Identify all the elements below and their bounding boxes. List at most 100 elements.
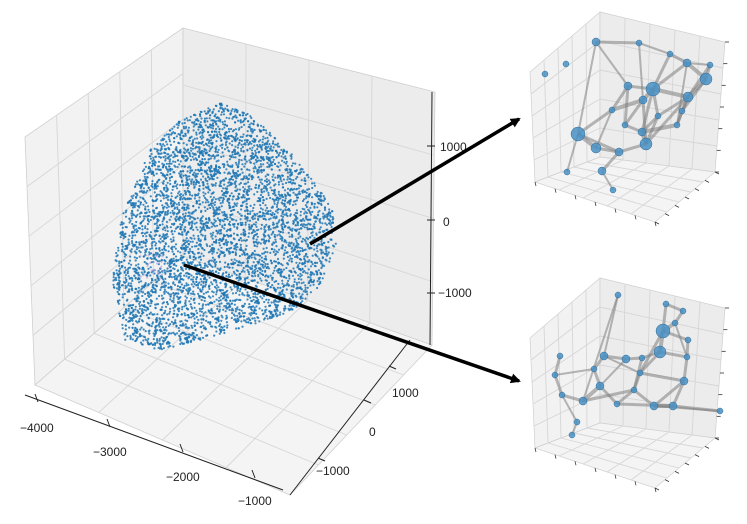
scatter-point (261, 265, 264, 268)
scatter-point (137, 271, 140, 274)
scatter-point (191, 147, 194, 150)
scatter-point (304, 190, 307, 193)
scatter-point (266, 136, 269, 139)
scatter-point (228, 194, 232, 197)
scatter-point (254, 274, 257, 277)
scatter-point (284, 225, 287, 228)
scatter-point (192, 315, 195, 318)
scatter-point (186, 197, 189, 200)
scatter-point (246, 276, 249, 279)
scatter-point (300, 274, 303, 277)
scatter-point (156, 339, 159, 342)
scatter-point (224, 261, 227, 264)
scatter-point (256, 245, 259, 248)
scatter-point (215, 290, 218, 294)
scatter-point (176, 250, 180, 253)
scatter-point (181, 261, 184, 265)
scatter-point (252, 298, 255, 301)
scatter-point (226, 302, 229, 305)
scatter-point (311, 231, 314, 234)
scatter-point (136, 321, 139, 324)
scatter-point (179, 193, 182, 196)
scatter-point (246, 298, 249, 301)
scatter-point (134, 243, 137, 246)
scatter-point (169, 143, 172, 146)
scatter-point (175, 135, 178, 138)
scatter-point (148, 210, 151, 214)
scatter-point (299, 297, 302, 300)
scatter-point (145, 248, 148, 251)
scatter-point (181, 305, 184, 309)
scatter-point (307, 188, 311, 191)
y-tick-label: 1000 (392, 386, 419, 400)
scatter-point (127, 282, 130, 285)
scatter-point (203, 264, 206, 267)
scatter-point (289, 174, 292, 177)
scatter-point (247, 306, 250, 309)
scatter-point (252, 223, 255, 226)
scatter-point (147, 283, 150, 286)
scatter-point (223, 126, 226, 129)
scatter-point (128, 277, 132, 280)
scatter-point (229, 165, 232, 168)
scatter-point (287, 307, 290, 310)
scatter-point (177, 298, 180, 301)
scatter-point (251, 264, 254, 268)
scatter-point (181, 217, 184, 220)
scatter-point (210, 325, 213, 328)
scatter-point (183, 252, 186, 255)
scatter-point (249, 210, 252, 213)
scatter-point (167, 333, 170, 336)
scatter-point (144, 207, 147, 211)
scatter-point (188, 165, 191, 168)
scatter-point (240, 149, 243, 152)
scatter-point (176, 332, 179, 335)
scatter-point (125, 311, 128, 315)
scatter-point (202, 292, 205, 295)
scatter-point (218, 244, 222, 247)
scatter-point (181, 231, 184, 234)
scatter-point (252, 241, 256, 244)
scatter-point (168, 312, 171, 315)
scatter-point (210, 192, 213, 195)
scatter-point (250, 175, 253, 178)
scatter-point (193, 317, 196, 320)
scatter-point (284, 181, 288, 185)
scatter-point (192, 183, 195, 186)
scatter-point (226, 324, 229, 327)
scatter-point (141, 169, 145, 173)
main-tick-marks (34, 145, 435, 479)
scatter-point (156, 142, 159, 146)
scatter-point (205, 117, 208, 120)
scatter-point (182, 278, 185, 281)
scatter-point (125, 278, 128, 281)
scatter-point (207, 285, 210, 288)
scatter-point (251, 317, 254, 320)
scatter-point (127, 309, 130, 312)
scatter-point (185, 219, 188, 222)
scatter-point (140, 290, 143, 293)
scatter-point (149, 274, 152, 277)
scatter-point (149, 256, 152, 260)
scatter-point (199, 163, 202, 166)
scatter-point (268, 315, 271, 318)
scatter-point (149, 304, 152, 308)
scatter-point (145, 231, 148, 234)
scatter-point (277, 282, 280, 285)
scatter-point (202, 324, 205, 327)
scatter-point (154, 278, 157, 281)
scatter-point (217, 110, 220, 113)
scatter-point (173, 222, 176, 225)
scatter-point (270, 233, 273, 236)
scatter-point (261, 196, 264, 199)
scatter-point (173, 132, 177, 135)
scatter-point (210, 139, 213, 142)
scatter-point (247, 181, 250, 184)
scatter-point (199, 126, 202, 129)
scatter-point (178, 209, 181, 212)
scatter-point (144, 225, 147, 228)
scatter-point (230, 127, 233, 131)
scatter-point (145, 201, 148, 204)
scatter-point (181, 331, 184, 334)
scatter-point-cloud (112, 102, 337, 351)
